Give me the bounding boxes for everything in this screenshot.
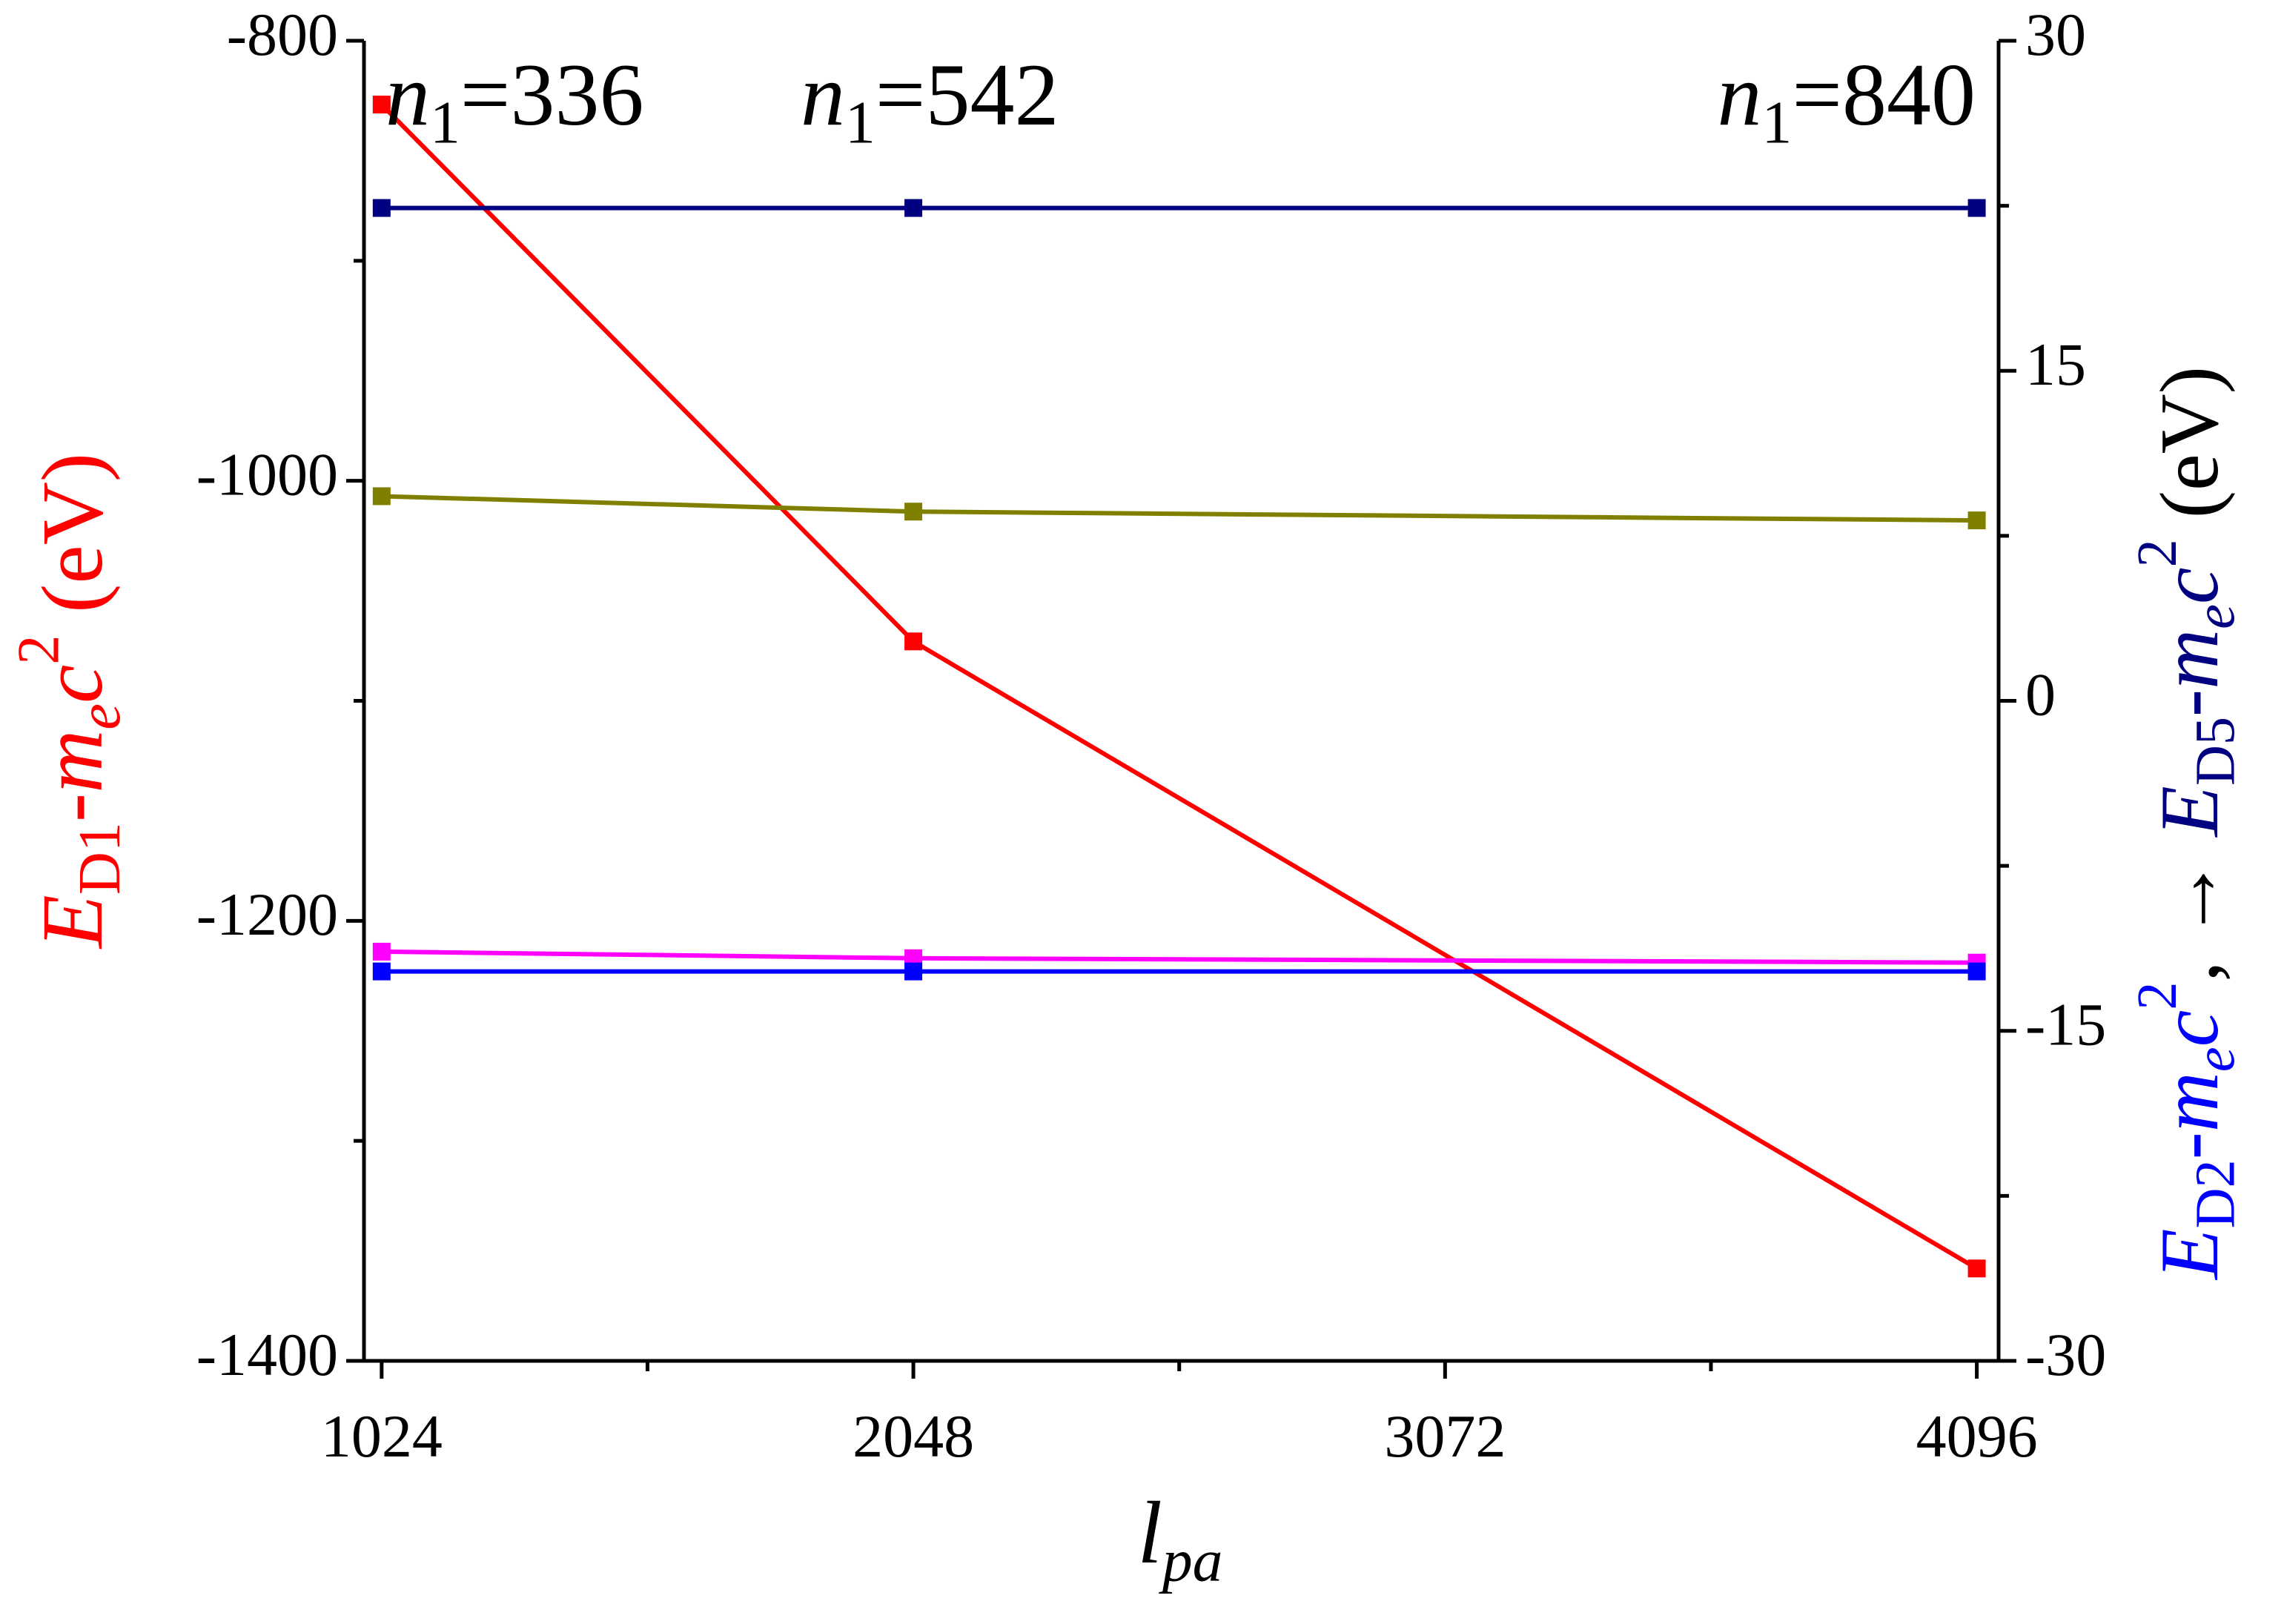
label-part: c	[2144, 567, 2236, 604]
label-part: m	[2144, 629, 2236, 689]
series-marker	[372, 199, 391, 217]
series-marker	[372, 962, 391, 981]
label-part: 2	[6, 634, 72, 664]
label-part: e	[2185, 1047, 2247, 1072]
series-marker	[904, 632, 923, 651]
annotation: n1=840	[1718, 45, 1976, 156]
series-marker	[904, 503, 923, 521]
label-part: =840	[1792, 45, 1976, 144]
label-part: D2	[2185, 1159, 2247, 1228]
y-tick-label: -1400	[196, 1321, 338, 1388]
y2-tick-label: 15	[2025, 331, 2086, 398]
label-part: 2	[2126, 982, 2188, 1010]
label-part: =336	[460, 45, 644, 144]
series-marker	[372, 942, 391, 961]
annotation: n1=336	[385, 45, 643, 156]
label-part: m	[24, 730, 121, 793]
series-marker	[372, 487, 391, 506]
x-tick-label: 3072	[1384, 1402, 1506, 1470]
label-part: , →	[2144, 837, 2236, 982]
label-part: E	[2144, 1228, 2236, 1280]
label-part: c	[24, 665, 121, 703]
y2-tick-label: -15	[2025, 991, 2106, 1058]
y2-tick-label: 0	[2025, 660, 2056, 728]
label-part: E	[2144, 786, 2236, 838]
label-part: -	[2144, 1132, 2236, 1159]
series-line	[381, 949, 1977, 965]
y-tick-label: -1000	[196, 440, 338, 508]
annotation: n1=542	[801, 45, 1059, 156]
x-tick-label: 1024	[321, 1402, 443, 1470]
label-part: 1	[430, 88, 460, 156]
label-part: l	[1138, 1483, 1162, 1582]
label-part: D1	[67, 822, 133, 895]
x-axis-label: lpa	[1138, 1483, 1223, 1594]
label-part: 1	[845, 88, 875, 156]
label-part: (eV)	[2144, 366, 2236, 539]
label-part: D5	[2185, 717, 2247, 786]
series-marker	[1967, 1259, 1986, 1278]
label-part: (eV)	[24, 453, 121, 635]
x-tick-label: 2048	[853, 1402, 974, 1470]
y-axis-label: ED1-mec2 (eV)	[6, 453, 133, 949]
series-line	[380, 102, 1979, 1270]
label-part: =542	[875, 45, 1059, 144]
label-part: -	[2144, 689, 2236, 717]
label-part: n	[801, 45, 845, 144]
label-part: m	[2144, 1072, 2236, 1132]
y-tick-label: -800	[227, 1, 338, 68]
y2-axis-label: ED2-mec2, → ED5-mec2 (eV)	[2126, 366, 2246, 1281]
y2-tick-label: -30	[2025, 1321, 2106, 1388]
y-tick-label: -1200	[196, 881, 338, 948]
series-marker	[1967, 199, 1986, 217]
label-part: e	[2185, 604, 2247, 629]
label-part: c	[2144, 1010, 2236, 1047]
label-part: 1	[1762, 88, 1793, 156]
label-part: E	[24, 895, 121, 949]
x-tick-label: 4096	[1916, 1402, 2038, 1470]
label-part: pa	[1159, 1526, 1223, 1594]
series-marker	[904, 962, 923, 981]
label-part: 2	[2126, 539, 2188, 567]
series-marker	[1967, 962, 1986, 981]
label-part: e	[67, 703, 133, 730]
series-marker	[1967, 511, 1986, 530]
series-marker	[904, 199, 923, 217]
label-part: -	[24, 793, 121, 822]
label-part: n	[385, 45, 430, 144]
series-line	[381, 494, 1977, 523]
y2-tick-label: 30	[2025, 1, 2086, 68]
series-marker	[372, 96, 391, 114]
label-part: n	[1718, 45, 1762, 144]
